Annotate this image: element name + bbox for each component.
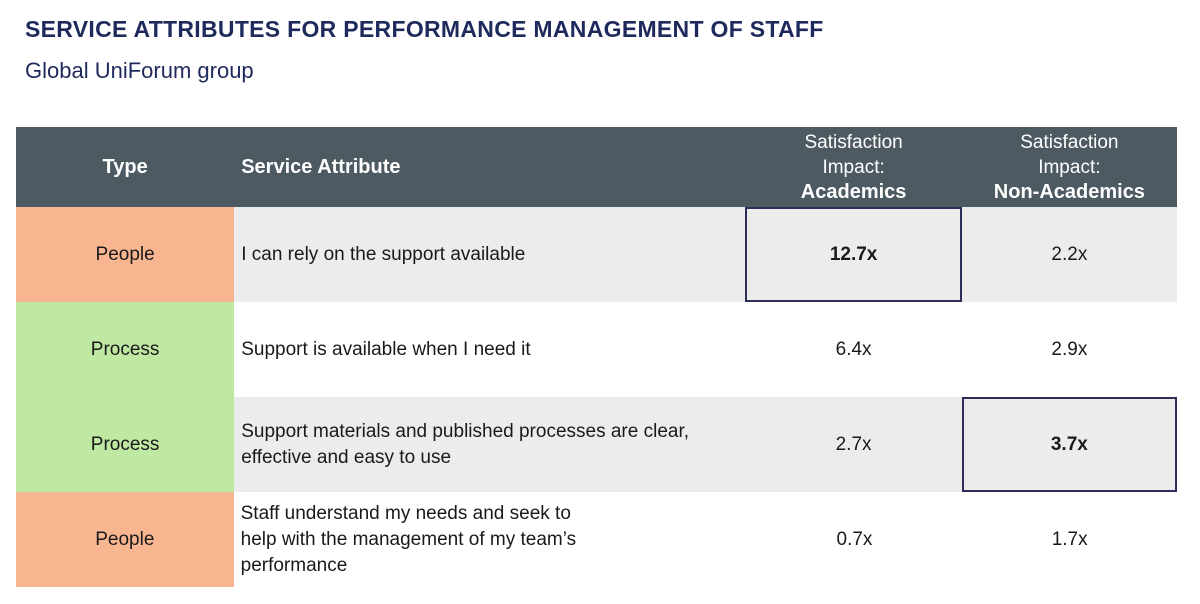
attribute-cell: Staff understand my needs and seek to he… xyxy=(240,502,577,576)
table-header: Type Service Attribute Satisfaction Impa… xyxy=(16,127,1177,207)
academics-cell: 6.4x xyxy=(835,338,872,360)
header-service-attribute: Service Attribute xyxy=(241,155,401,178)
table-row: Process Support materials and published … xyxy=(16,397,1177,492)
page-title: SERVICE ATTRIBUTES FOR PERFORMANCE MANAG… xyxy=(25,16,824,42)
academics-cell: 12.7x xyxy=(745,207,962,302)
nonacademics-cell: 3.7x xyxy=(961,397,1177,492)
attribute-cell: Support materials and published processe… xyxy=(234,397,746,492)
header-academics-line3: Academics xyxy=(800,180,907,203)
header-nonacademics-line1: Satisfaction xyxy=(1020,131,1119,153)
type-cell: Process xyxy=(16,397,235,492)
header-nonacademics-line3: Non-Academics xyxy=(993,180,1145,203)
table-row: People I can rely on the support availab… xyxy=(16,207,1177,302)
type-cell: Process xyxy=(16,302,235,397)
nonacademics-cell: 1.7x xyxy=(1051,528,1088,550)
header-academics-line2: Impact: xyxy=(822,156,885,178)
nonacademics-cell: 2.2x xyxy=(961,207,1177,302)
table-row: Process Support is available when I need… xyxy=(16,302,1177,397)
academics-cell: 0.7x xyxy=(836,528,873,550)
header-nonacademics-line2: Impact: xyxy=(1038,156,1101,178)
type-cell: People xyxy=(16,492,234,587)
header-academics-line1: Satisfaction xyxy=(804,131,903,153)
attribute-cell: I can rely on the support available xyxy=(234,207,746,302)
header-academics: Satisfaction Impact: Academics xyxy=(745,127,961,207)
header-type: Type xyxy=(102,155,148,178)
nonacademics-cell: 2.9x xyxy=(1051,338,1088,360)
attribute-cell: Support is available when I need it xyxy=(241,338,531,360)
service-attributes-table: Type Service Attribute Satisfaction Impa… xyxy=(16,127,1177,587)
table-row: People Staff understand my needs and see… xyxy=(16,492,1177,587)
header-nonacademics: Satisfaction Impact: Non-Academics xyxy=(962,127,1177,207)
academics-cell: 2.7x xyxy=(745,397,962,492)
page-subtitle: Global UniForum group xyxy=(25,58,254,83)
type-cell: People xyxy=(16,207,235,302)
